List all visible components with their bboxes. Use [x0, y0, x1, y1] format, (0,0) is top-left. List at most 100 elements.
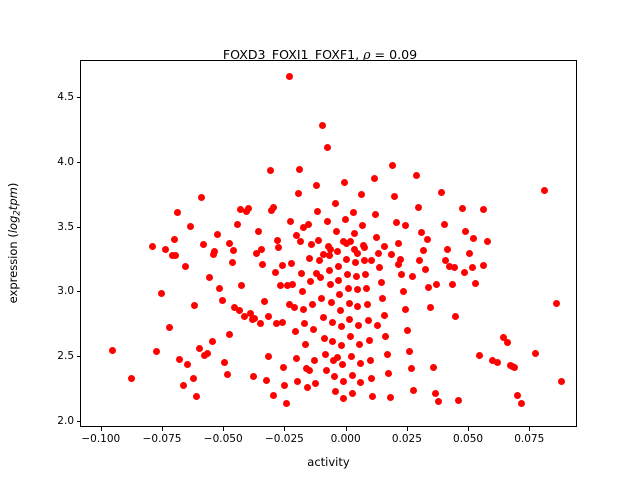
x-axis-label: activity	[307, 455, 350, 469]
scatter-point	[472, 280, 480, 288]
scatter-point	[162, 245, 170, 253]
scatter-point	[443, 245, 451, 253]
scatter-point	[479, 206, 487, 214]
scatter-point	[355, 340, 363, 348]
scatter-point	[321, 351, 329, 359]
scatter-point	[315, 256, 323, 264]
scatter-point	[333, 354, 341, 362]
scatter-point	[216, 285, 224, 293]
scatter-point	[365, 317, 373, 325]
scatter-point	[343, 255, 351, 263]
scatter-point	[344, 284, 352, 292]
scatter-point	[376, 264, 384, 272]
scatter-point	[368, 375, 376, 383]
scatter-point	[532, 350, 540, 358]
scatter-point	[354, 303, 362, 311]
scatter-point	[514, 391, 522, 399]
scatter-point	[406, 347, 414, 355]
scatter-point	[420, 247, 427, 255]
scatter-point	[422, 265, 430, 273]
scatter-point	[417, 229, 425, 237]
scatter-point	[203, 349, 211, 357]
scatter-point	[374, 250, 382, 258]
scatter-point	[309, 325, 317, 333]
scatter-point	[400, 287, 408, 295]
scatter-point	[518, 399, 526, 407]
scatter-point	[191, 302, 199, 310]
scatter-point	[226, 240, 234, 248]
scatter-point	[386, 394, 394, 402]
scatter-point	[340, 395, 348, 403]
scatter-point	[238, 282, 246, 290]
scatter-point	[462, 228, 470, 236]
scatter-point	[285, 73, 293, 80]
scatter-point	[109, 346, 117, 354]
scatter-point	[434, 398, 442, 405]
scatter-point	[199, 241, 207, 248]
scatter-point	[383, 350, 391, 358]
scatter-point	[370, 175, 378, 183]
scatter-point	[326, 246, 334, 254]
scatter-point	[374, 321, 382, 329]
scatter-point	[209, 251, 217, 259]
scatter-point	[333, 228, 341, 236]
scatter-point	[339, 377, 347, 385]
scatter-point	[363, 284, 371, 292]
scatter-point	[314, 236, 322, 244]
scatter-point	[360, 244, 368, 252]
x-tick-label: 0.025	[391, 433, 422, 445]
scatter-point	[408, 365, 416, 373]
y-tick-mark	[76, 420, 80, 422]
scatter-point	[412, 172, 420, 180]
scatter-point	[320, 335, 328, 343]
scatter-point	[358, 190, 366, 198]
scatter-point	[460, 268, 468, 276]
x-tick-label: 0.075	[514, 433, 545, 445]
scatter-point	[390, 192, 398, 200]
scatter-point	[510, 363, 518, 371]
scatter-point	[269, 392, 277, 400]
scatter-point	[170, 235, 178, 243]
scatter-point	[198, 194, 206, 202]
scatter-point	[402, 305, 410, 313]
scatter-point	[304, 220, 312, 228]
scatter-point	[327, 281, 335, 289]
y-tick-mark	[76, 162, 80, 164]
scatter-point	[149, 242, 157, 250]
scatter-point	[213, 231, 221, 239]
scatter-point	[255, 228, 262, 236]
scatter-point	[330, 357, 338, 365]
y-axis-label: expression (log2tpm)	[6, 183, 22, 304]
scatter-point	[470, 235, 478, 243]
scatter-point	[271, 269, 279, 277]
scatter-point	[385, 369, 393, 377]
scatter-point	[377, 279, 385, 287]
scatter-point	[288, 259, 296, 267]
scatter-point	[286, 218, 294, 226]
scatter-point	[367, 357, 375, 365]
x-tick-label: 0.050	[453, 433, 484, 445]
scatter-point	[337, 323, 345, 331]
scatter-point	[262, 376, 270, 384]
scatter-point	[240, 312, 248, 320]
scatter-point	[230, 247, 238, 255]
scatter-point	[299, 223, 307, 231]
scatter-point	[388, 161, 396, 169]
scatter-point	[302, 340, 309, 348]
scatter-point	[558, 377, 566, 385]
scatter-point	[494, 359, 502, 367]
scatter-point	[380, 312, 388, 320]
scatter-point	[348, 372, 356, 380]
x-tick-label: 0.000	[330, 433, 361, 445]
scatter-point	[334, 262, 342, 270]
scatter-point	[310, 357, 318, 365]
scatter-point	[347, 238, 355, 246]
scatter-point	[388, 250, 396, 258]
scatter-point	[250, 373, 258, 381]
scatter-point	[541, 186, 549, 194]
scatter-point	[367, 256, 375, 264]
scatter-point	[489, 357, 497, 365]
scatter-point	[225, 330, 233, 338]
scatter-point	[326, 266, 334, 274]
